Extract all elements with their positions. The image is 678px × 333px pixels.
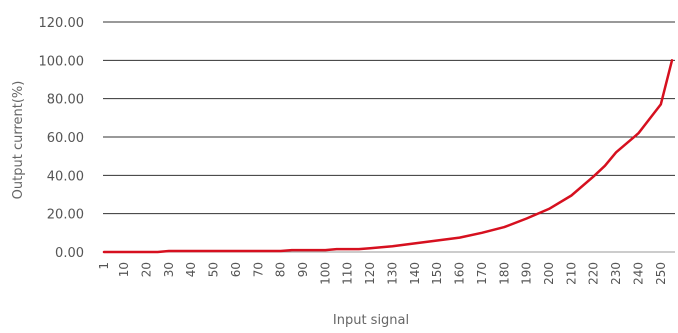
y-tick-label: 20.00 [47, 208, 84, 223]
y-tick-label: 0.00 [55, 246, 84, 261]
y-tick-label: 100.00 [39, 54, 85, 69]
series-layer [102, 59, 674, 254]
x-axis-label: Input signal [333, 313, 409, 328]
x-tick-label: 130 [385, 262, 399, 285]
x-tick-label: 140 [408, 262, 422, 285]
x-tick-label: 150 [430, 262, 444, 285]
x-tick-label: 110 [341, 262, 355, 285]
x-tick-label: 160 [453, 262, 467, 285]
x-tick-label: 1 [97, 262, 111, 270]
x-tick-label: 200 [542, 262, 556, 285]
x-tick-label: 220 [587, 262, 601, 285]
x-tick-label: 190 [520, 262, 534, 285]
x-tick-label: 210 [564, 262, 578, 285]
x-tick-label: 180 [497, 262, 511, 285]
x-tick-label: 90 [296, 262, 310, 277]
x-tick-label: 30 [162, 262, 176, 277]
y-tick-labels: 0.00 20.00 40.00 60.00 80.00 100.00 120.00 [39, 16, 85, 261]
x-tick-label: 230 [609, 262, 623, 285]
x-tick-label: 80 [274, 262, 288, 277]
x-tick-label: 60 [229, 262, 243, 277]
x-tick-labels: 1 10 20 30 40 50 60 70 80 90 100 110 120 130 140 150 160… [97, 262, 668, 285]
y-tick-label: 120.00 [39, 16, 85, 31]
x-tick-label: 120 [363, 262, 377, 285]
x-tick-label: 20 [139, 262, 153, 277]
x-tick-label: 240 [631, 262, 645, 285]
gridlines [103, 21, 675, 253]
x-tick-label: 50 [207, 262, 221, 277]
y-axis-label: Output current(%) [11, 81, 26, 200]
x-tick-label: 250 [654, 262, 668, 285]
y-tick-label: 80.00 [47, 93, 84, 108]
x-tick-label: 170 [475, 262, 489, 285]
x-tick-label: 70 [251, 262, 265, 277]
y-tick-label: 60.00 [47, 131, 84, 146]
x-tick-label: 40 [184, 262, 198, 277]
x-tick-label: 10 [117, 262, 131, 277]
series-line-0 [102, 59, 674, 254]
y-tick-label: 40.00 [47, 169, 84, 184]
x-tick-label: 100 [318, 262, 332, 285]
